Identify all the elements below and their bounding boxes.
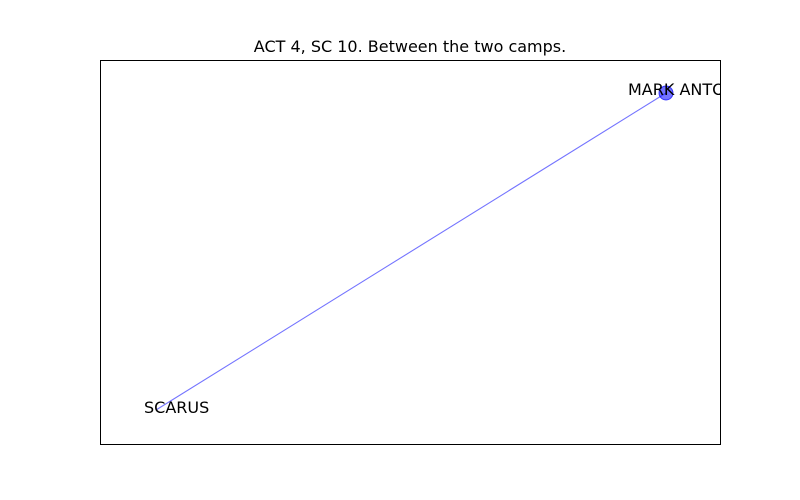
edge-mark-antony-scarus <box>155 92 667 411</box>
graph-layer: MARK ANTONY SCARUS <box>144 80 747 417</box>
figure-title: ACT 4, SC 10. Between the two camps. <box>254 37 566 56</box>
node-label-mark-antony: MARK ANTONY <box>628 80 747 99</box>
plot-area-frame <box>100 60 721 445</box>
node-mark-antony <box>658 85 674 101</box>
node-label-scarus: SCARUS <box>144 398 209 417</box>
